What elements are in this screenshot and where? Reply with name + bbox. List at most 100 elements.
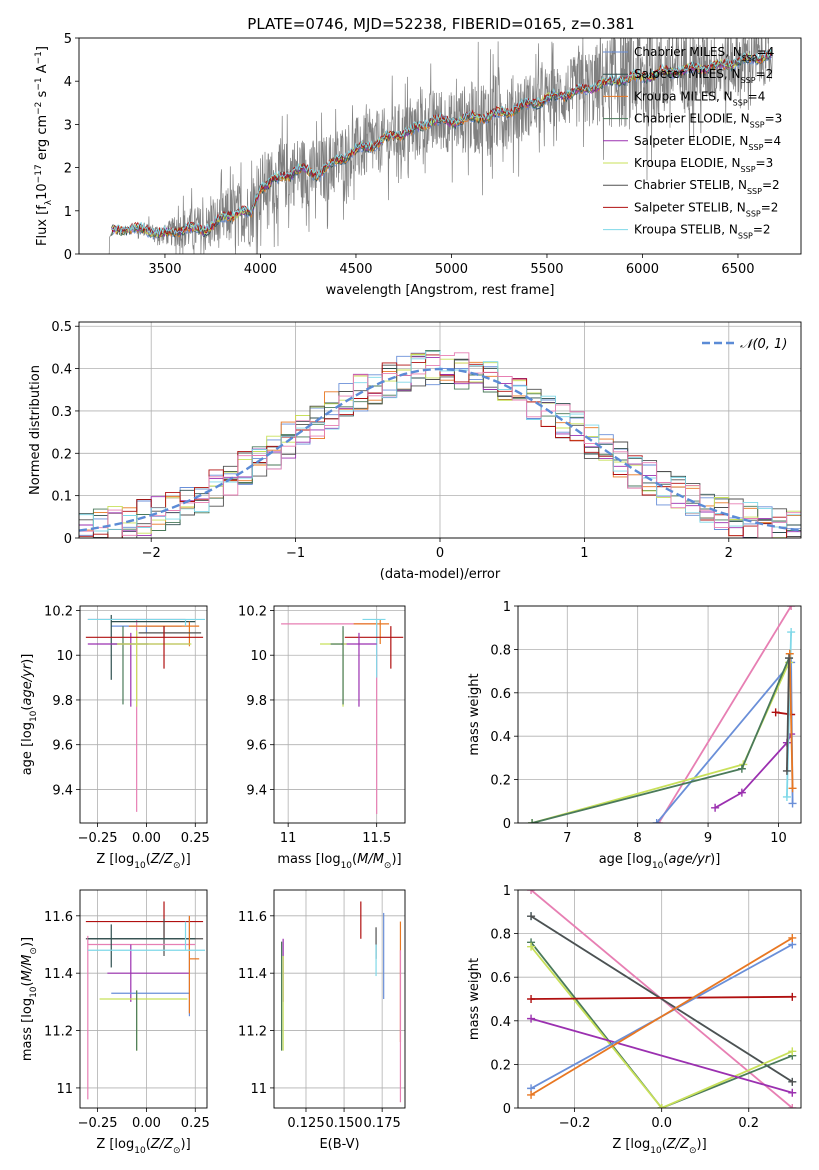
mass-vs-z-ylabel-part: ( bbox=[20, 981, 35, 986]
spectrum-ylabel-part: λ bbox=[44, 199, 54, 205]
age-vs-mass-xtick-label: 11.5 bbox=[362, 831, 391, 846]
mass-vs-z-xlabel-part: )] bbox=[181, 1137, 191, 1152]
mass-weight-vs-age-marker-kroupa-miles bbox=[788, 784, 797, 793]
histogram-ytick-label: 0.4 bbox=[51, 363, 72, 378]
mass-weight-vs-z-marker-salpeter-elodie bbox=[527, 1014, 536, 1023]
legend-label-suffix: =4 bbox=[763, 134, 781, 148]
histogram-ytick-label: 0.3 bbox=[51, 405, 72, 420]
mass-weight-vs-age-ytick-label: 1 bbox=[503, 600, 511, 615]
mass-weight-vs-z-ytick-label: 0.8 bbox=[490, 928, 511, 943]
mass-weight-vs-age-marker-chabrier-stelib bbox=[785, 654, 794, 663]
mass-weight-vs-z-ytick-label: 0.6 bbox=[490, 971, 511, 986]
histogram-legend: 𝒩(0, 1) bbox=[702, 337, 787, 352]
mass-weight-vs-z-marker-kroupa-miles bbox=[788, 933, 797, 942]
mass-weight-vs-z-xlabel: Z [log10(Z/Z⊙)] bbox=[612, 1137, 706, 1156]
mass-vs-z-ylabel-part: 10 bbox=[29, 986, 39, 998]
mass-weight-vs-age-marker-salpeter-elodie bbox=[711, 803, 720, 812]
spectrum-ytick-label: 0 bbox=[64, 248, 72, 263]
mass-weight-vs-age-marker-chabrier-miles bbox=[652, 819, 661, 823]
mass-vs-z-point-kroupa-stelib bbox=[87, 921, 206, 951]
mass-weight-vs-age-xtick-label: 8 bbox=[634, 831, 642, 846]
spectrum-frame bbox=[78, 37, 802, 255]
mass-weight-vs-age-marker-kroupa-stelib bbox=[782, 792, 791, 801]
mass-weight-vs-z-marker-salpeter-stelib bbox=[527, 995, 536, 1003]
mass-weight-vs-z-ytick-label: 0.4 bbox=[490, 1015, 511, 1030]
spectrum-ylabel-part: −1 bbox=[34, 77, 44, 90]
mass-vs-z-ticks: −0.25 0.00 0.25 11 11.2 11.4 11.6 bbox=[44, 910, 210, 1131]
mass-weight-vs-z-ytick-label: 1 bbox=[503, 884, 511, 899]
mass-weight-vs-age-xtick-label: 9 bbox=[704, 831, 712, 846]
age-vs-z-point-salpeter-stelib bbox=[85, 626, 204, 669]
legend-label-salpeter-elodie: Salpeter ELODIE, NSSP=4 bbox=[634, 134, 781, 152]
mass-vs-z-ytick-label: 11.6 bbox=[44, 910, 73, 925]
spectrum-model-kroupa-stelib bbox=[111, 47, 772, 236]
age-vs-z-xtick-label: 0.25 bbox=[181, 831, 210, 846]
mass-weight-vs-age-marker-chabrier-stelib bbox=[782, 766, 791, 775]
age-vs-z-ytick-label: 9.6 bbox=[52, 739, 73, 754]
age-vs-z-xlabel-part: )] bbox=[181, 852, 191, 867]
mass-weight-vs-age-marker-salpeter-elodie bbox=[737, 788, 746, 797]
age-vs-mass-ytick-label: 9.6 bbox=[246, 739, 267, 754]
spectrum-ytick-label: 2 bbox=[64, 162, 72, 177]
histogram-ticks: −2 −1 0 1 2 0 0.1 0.2 0.3 0.4 0.5 bbox=[51, 320, 733, 561]
spectrum-xlabel: wavelength [Angstrom, rest frame] bbox=[326, 283, 555, 298]
mass-weight-vs-z-line-salpeter-stelib bbox=[531, 995, 793, 1000]
mass-vs-ebv-ticks: 0.125 0.150 0.175 11 11.2 11.4 11.6 bbox=[238, 910, 401, 1131]
mass-weight-vs-age-marker-chabrier-elodie bbox=[737, 764, 746, 773]
mass-vs-z-xlabel-part: Z [log bbox=[96, 1137, 134, 1152]
age-vs-z-xlabel-part: Z [log bbox=[96, 852, 134, 867]
spectrum-ytick-label: 1 bbox=[64, 205, 72, 220]
spectrum-xtick-label: 4000 bbox=[244, 262, 277, 277]
age-vs-mass-point-salpeter-stelib bbox=[344, 626, 404, 669]
age-vs-mass-frame bbox=[273, 605, 406, 824]
figure-title: PLATE=0746, MJD=52238, FIBERID=0165, z=0… bbox=[247, 15, 634, 33]
legend-label-suffix: =2 bbox=[762, 178, 780, 192]
histogram-frame bbox=[78, 321, 802, 539]
legend-label-kroupa-elodie: Kroupa ELODIE, NSSP=3 bbox=[634, 156, 773, 174]
legend-label-chabrier-stelib: Chabrier STELIB, NSSP=2 bbox=[634, 178, 780, 196]
mass-vs-z-xtick-label: −0.25 bbox=[78, 1116, 118, 1131]
mass-weight-vs-z-marker-chabrier-stelib bbox=[788, 1077, 797, 1086]
age-vs-z-ylabel-part: age [log bbox=[20, 722, 35, 775]
mass-vs-ebv-xtick-label: 0.125 bbox=[287, 1116, 324, 1131]
mass-vs-z-xlabel-part: ⊙ bbox=[173, 1146, 181, 1156]
spectrum-plot-area bbox=[107, 38, 773, 254]
age-vs-mass-xlabel-part: ⊙ bbox=[384, 861, 392, 871]
age-vs-z-ylabel-part: 10 bbox=[29, 710, 39, 722]
mass-vs-z-ytick-label: 11 bbox=[56, 1082, 73, 1097]
spectrum-ylabel-part: erg cm bbox=[35, 115, 50, 164]
mass-vs-z-plot-area bbox=[85, 901, 206, 1100]
legend-label-suffix: =2 bbox=[761, 200, 779, 214]
age-vs-z-xlabel-part: 10 bbox=[134, 861, 146, 871]
age-vs-mass-ytick-label: 10 bbox=[250, 649, 267, 664]
mass-weight-vs-z-xlabel-part: Z/Z bbox=[666, 1137, 690, 1152]
age-vs-z-point-kroupa-stelib bbox=[87, 618, 206, 627]
mass-weight-vs-age-xlabel-part: age [log bbox=[599, 852, 652, 867]
spectrum-ylabel-part: A bbox=[35, 64, 50, 77]
spectrum-xtick-label: 3500 bbox=[148, 262, 181, 277]
age-vs-z-ytick-label: 10.2 bbox=[44, 604, 73, 619]
age-vs-z-ylabel-part: )] bbox=[20, 654, 35, 664]
mass-weight-vs-z-marker-kroupa-elodie bbox=[527, 942, 536, 951]
mass-weight-vs-z-ytick-label: 0 bbox=[503, 1102, 511, 1117]
mass-vs-ebv-frame bbox=[273, 889, 406, 1109]
mass-weight-vs-age-marker-kroupa-miles bbox=[785, 649, 794, 658]
mass-weight-vs-age-marker-salpeter-stelib bbox=[771, 708, 780, 717]
mass-weight-vs-age-ylabel: mass weight bbox=[467, 673, 482, 755]
mass-weight-vs-z-marker-kroupa-elodie bbox=[788, 1047, 797, 1056]
legend-label-sub: SSP bbox=[733, 98, 748, 107]
mass-weight-vs-z-marker-chabrier-stelib bbox=[527, 912, 536, 921]
age-vs-mass-xlabel-part: ( bbox=[352, 852, 357, 867]
mass-vs-z-ylabel-part: )] bbox=[20, 937, 35, 947]
age-vs-z-xlabel-part: ⊙ bbox=[173, 861, 181, 871]
histogram-xtick-label: −1 bbox=[286, 546, 305, 561]
mass-weight-vs-z-line-chabrier-elodie bbox=[530, 941, 793, 1108]
mass-vs-z-point-pink bbox=[87, 935, 196, 1100]
legend-label-sub: SSP bbox=[746, 209, 761, 218]
histogram-xtick-label: −2 bbox=[142, 546, 161, 561]
spectrum-ylabel-part: −17 bbox=[34, 164, 44, 183]
age-vs-mass-xlabel-part: 10 bbox=[341, 861, 353, 871]
age-vs-z-ytick-label: 10 bbox=[56, 649, 73, 664]
